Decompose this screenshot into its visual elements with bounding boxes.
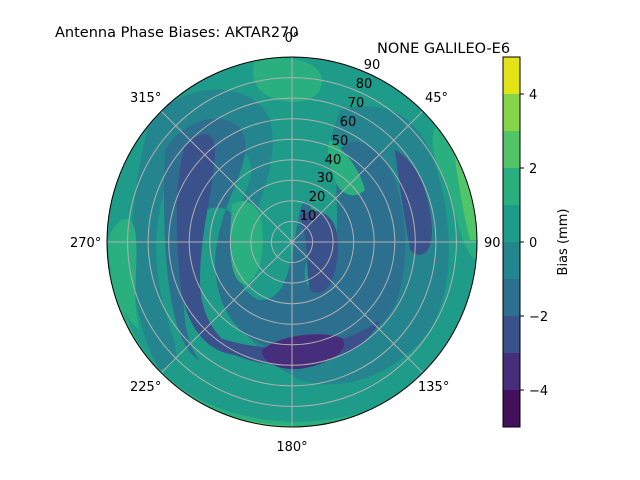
polar-frame [106, 56, 478, 428]
angle-label-45: 45° [425, 91, 448, 106]
radial-label-30: 30 [317, 171, 334, 186]
angle-label-225: 225° [130, 380, 161, 395]
radial-label-20: 20 [309, 190, 326, 205]
chart-title-station: Antenna Phase Biases: AKTAR270 [55, 25, 299, 41]
colorbar-tick-2: 2 [529, 162, 537, 177]
chart-title-signal: NONE GALILEO-E6 [377, 41, 511, 57]
colorbar-tick-4: 4 [529, 88, 537, 103]
colorbar-label: Bias (mm) [556, 209, 571, 276]
colorbar-tick-neg2: −2 [529, 310, 548, 325]
radial-tick-labels: 10 20 30 40 50 60 70 80 90 [300, 58, 381, 224]
angle-label-135: 135° [418, 380, 449, 395]
angle-label-90: 90 [484, 236, 501, 251]
radial-label-70: 70 [348, 96, 365, 111]
angle-label-270: 270° [70, 236, 101, 251]
radial-label-40: 40 [325, 153, 342, 168]
angle-label-180: 180° [276, 440, 307, 455]
colorbar-tick-neg4: −4 [529, 384, 548, 399]
angle-label-315: 315° [130, 91, 161, 106]
chart-title: Antenna Phase Biases: AKTAR270 NONE GALI… [0, 9, 640, 57]
polar-grid [107, 57, 477, 427]
colorbar-tick-0: 0 [529, 236, 537, 251]
radial-label-50: 50 [332, 134, 349, 149]
radial-label-80: 80 [356, 77, 373, 92]
radial-label-90: 90 [364, 58, 381, 73]
colorbar: 4 2 0 −2 −4 Bias (mm) [502, 56, 571, 428]
radial-label-60: 60 [340, 115, 357, 130]
angular-tick-labels: 0° 45° 90 135° 180° 225° 270° 315° [70, 31, 501, 455]
radial-label-10: 10 [300, 209, 317, 224]
angle-label-0: 0° [285, 31, 300, 46]
